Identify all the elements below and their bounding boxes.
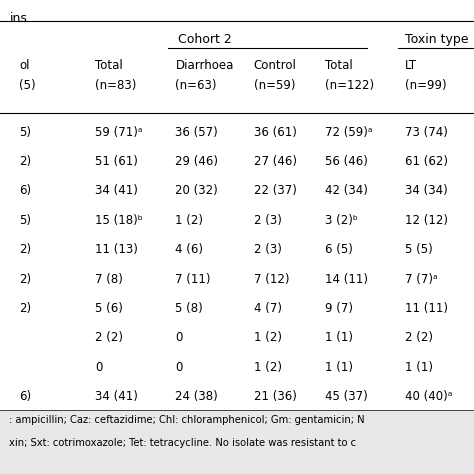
Text: LT: LT [405, 59, 418, 72]
Text: 34 (41): 34 (41) [95, 390, 137, 403]
Text: 34 (41): 34 (41) [95, 184, 137, 197]
Text: 1 (2): 1 (2) [254, 331, 282, 344]
Text: 1 (1): 1 (1) [325, 331, 353, 344]
Text: 5 (8): 5 (8) [175, 302, 203, 315]
Text: 1 (1): 1 (1) [325, 361, 353, 374]
Text: Diarrhoea: Diarrhoea [175, 59, 234, 72]
Text: ol: ol [19, 59, 29, 72]
Text: 2): 2) [19, 302, 31, 315]
Text: : ampicillin; Caz: ceftazidime; Chl: chloramphenicol; Gm: gentamicin; N: : ampicillin; Caz: ceftazidime; Chl: chl… [9, 415, 365, 425]
Text: ins: ins [9, 12, 27, 25]
Text: Total: Total [95, 59, 123, 72]
Text: 7 (12): 7 (12) [254, 273, 289, 285]
Text: 1 (2): 1 (2) [254, 361, 282, 374]
Text: 2 (2): 2 (2) [95, 331, 123, 344]
Text: 36 (57): 36 (57) [175, 126, 218, 138]
Text: 61 (62): 61 (62) [405, 155, 448, 168]
Text: 42 (34): 42 (34) [325, 184, 367, 197]
Text: 7 (11): 7 (11) [175, 273, 211, 285]
Text: Cohort 2: Cohort 2 [178, 33, 231, 46]
Text: 0: 0 [175, 361, 183, 374]
Text: 7 (7)ᵃ: 7 (7)ᵃ [405, 273, 438, 285]
Text: 6): 6) [19, 390, 31, 403]
Text: 9 (7): 9 (7) [325, 302, 353, 315]
Text: Total: Total [325, 59, 353, 72]
Text: 72 (59)ᵃ: 72 (59)ᵃ [325, 126, 372, 138]
Text: 56 (46): 56 (46) [325, 155, 367, 168]
Text: 24 (38): 24 (38) [175, 390, 218, 403]
Text: 22 (37): 22 (37) [254, 184, 296, 197]
Text: Control: Control [254, 59, 296, 72]
Text: 1 (1): 1 (1) [405, 361, 433, 374]
Text: (n=99): (n=99) [405, 79, 447, 92]
Text: 5 (6): 5 (6) [95, 302, 123, 315]
Text: 12 (12): 12 (12) [405, 214, 448, 227]
Text: 6): 6) [19, 184, 31, 197]
Text: 11 (11): 11 (11) [405, 302, 448, 315]
Text: 3 (2)ᵇ: 3 (2)ᵇ [325, 214, 357, 227]
Text: (n=122): (n=122) [325, 79, 374, 92]
Text: 2 (3): 2 (3) [254, 214, 282, 227]
Text: 40 (40)ᵃ: 40 (40)ᵃ [405, 390, 453, 403]
Text: 0: 0 [95, 361, 102, 374]
Text: 2): 2) [19, 243, 31, 256]
Text: 21 (36): 21 (36) [254, 390, 296, 403]
Text: (5): (5) [19, 79, 36, 92]
Text: xin; Sxt: cotrimoxazole; Tet: tetracycline. No isolate was resistant to c: xin; Sxt: cotrimoxazole; Tet: tetracycli… [9, 438, 356, 448]
Text: (n=59): (n=59) [254, 79, 295, 92]
Text: 4 (7): 4 (7) [254, 302, 282, 315]
Text: 1 (2): 1 (2) [175, 214, 203, 227]
Text: 5): 5) [19, 126, 31, 138]
Text: 4 (6): 4 (6) [175, 243, 203, 256]
Text: 2 (3): 2 (3) [254, 243, 282, 256]
Text: 5): 5) [19, 214, 31, 227]
Text: 0: 0 [175, 331, 183, 344]
Text: 2 (2): 2 (2) [405, 331, 433, 344]
Text: (n=83): (n=83) [95, 79, 136, 92]
Text: 7 (8): 7 (8) [95, 273, 123, 285]
Text: 27 (46): 27 (46) [254, 155, 297, 168]
Text: 15 (18)ᵇ: 15 (18)ᵇ [95, 214, 143, 227]
Text: Toxin type: Toxin type [405, 33, 469, 46]
Text: 45 (37): 45 (37) [325, 390, 367, 403]
Text: 20 (32): 20 (32) [175, 184, 218, 197]
Text: 36 (61): 36 (61) [254, 126, 296, 138]
Text: 29 (46): 29 (46) [175, 155, 219, 168]
FancyBboxPatch shape [0, 410, 474, 474]
Text: 5 (5): 5 (5) [405, 243, 433, 256]
Text: (n=63): (n=63) [175, 79, 217, 92]
Text: 6 (5): 6 (5) [325, 243, 353, 256]
Text: 51 (61): 51 (61) [95, 155, 137, 168]
Text: 73 (74): 73 (74) [405, 126, 448, 138]
Text: 34 (34): 34 (34) [405, 184, 448, 197]
Text: 59 (71)ᵃ: 59 (71)ᵃ [95, 126, 142, 138]
Text: 14 (11): 14 (11) [325, 273, 368, 285]
Text: 11 (13): 11 (13) [95, 243, 137, 256]
Text: 2): 2) [19, 155, 31, 168]
Text: 2): 2) [19, 273, 31, 285]
